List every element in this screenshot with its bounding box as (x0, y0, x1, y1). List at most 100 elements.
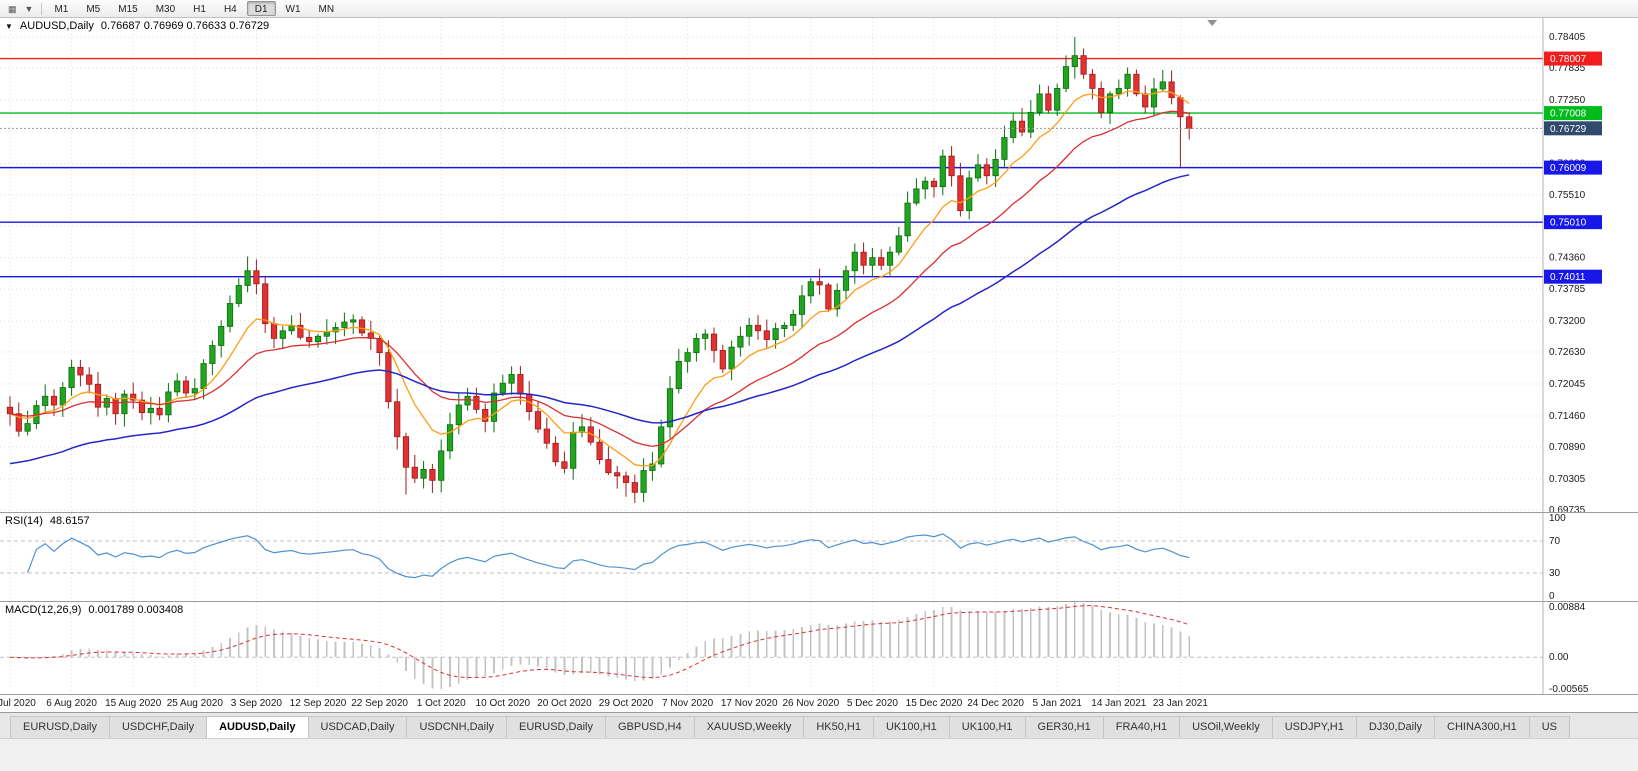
time-axis-label: 14 Jan 2021 (1091, 698, 1147, 709)
macd-signal-line (9, 605, 1190, 679)
tf-button-mn[interactable]: MN (318, 4, 335, 15)
time-axis-label: 12 Sep 2020 (289, 698, 347, 709)
chart-tab-usdjpy-h1[interactable]: USDJPY,H1 (1271, 716, 1357, 738)
chart-tab-us[interactable]: US (1528, 716, 1571, 738)
price-panel[interactable]: ▼ AUDUSD,Daily 0.76687 0.76969 0.76633 0… (0, 18, 1638, 512)
timeframe-dropdown-icon[interactable]: ▼ (24, 3, 34, 14)
svg-text:0.72630: 0.72630 (1549, 347, 1586, 358)
svg-text:0.69735: 0.69735 (1549, 505, 1586, 512)
time-axis-label: 5 Jan 2021 (1032, 698, 1082, 709)
status-strip (0, 738, 1638, 771)
horizontal-levels-layer[interactable] (0, 57, 1543, 278)
scroll-position-marker (1207, 20, 1218, 26)
time-axis-label: 1 Oct 2020 (416, 698, 466, 709)
chart-title: ▼ AUDUSD,Daily 0.76687 0.76969 0.76633 0… (5, 20, 269, 32)
candles-layer (6, 37, 1193, 503)
chart-tab-usdcnh-daily[interactable]: USDCNH,Daily (406, 716, 508, 738)
time-axis-label: 28 Jul 2020 (0, 698, 36, 709)
svg-text:0.76729: 0.76729 (1550, 124, 1587, 135)
chart-tab-gbpusd-h4[interactable]: GBPUSD,H4 (605, 716, 695, 738)
chart-tab-usdchf-daily[interactable]: USDCHF,Daily (108, 716, 208, 738)
svg-text:100: 100 (1549, 513, 1566, 524)
macd-histogram (17, 602, 1191, 690)
grid-layer (0, 18, 1543, 512)
time-axis-label: 7 Nov 2020 (662, 698, 714, 709)
timeframe-toolbar: ▦ ▼ M1 M5 M15 M30 H1 H4 D1 W1 MN (0, 0, 1638, 18)
time-axis-label: 23 Jan 2021 (1152, 698, 1208, 709)
svg-text:0.75010: 0.75010 (1550, 218, 1587, 229)
chart-ohlc-values: 0.76687 0.76969 0.76633 0.76729 (100, 20, 270, 32)
chart-tab-audusd-daily[interactable]: AUDUSD,Daily (206, 716, 309, 738)
rsi-canvas[interactable]: 100 70 30 0 (0, 513, 1638, 601)
tf-button-h1[interactable]: H1 (193, 4, 206, 15)
chart-area: ▼ AUDUSD,Daily 0.76687 0.76969 0.76633 0… (0, 18, 1638, 712)
price-badge: 0.78007 (1544, 51, 1602, 66)
rsi-title: RSI(14) 48.6157 (5, 515, 90, 527)
timeframe-buttons: M1 M5 M15 M30 H1 H4 D1 W1 MN (46, 1, 342, 16)
svg-text:0.73785: 0.73785 (1549, 284, 1586, 295)
chart-symbol-label: AUDUSD,Daily (19, 20, 94, 32)
rsi-value: 48.6157 (49, 515, 90, 527)
tf-button-h4[interactable]: H4 (223, 4, 237, 15)
rsi-panel[interactable]: RSI(14) 48.6157 100 70 30 0 (0, 512, 1638, 601)
macd-values: 0.001789 0.003408 (88, 604, 184, 616)
time-axis-label: 22 Sep 2020 (351, 698, 408, 709)
svg-text:70: 70 (1549, 536, 1561, 547)
price-badge: 0.76729 (1544, 121, 1602, 136)
time-axis-label: 6 Aug 2020 (46, 698, 97, 709)
chart-tab-usoil-weekly[interactable]: USOil,Weekly (1179, 716, 1273, 738)
svg-text:0.74011: 0.74011 (1550, 272, 1586, 283)
tf-button-w1[interactable]: W1 (285, 4, 301, 15)
svg-text:0.78007: 0.78007 (1550, 54, 1587, 65)
tf-button-d1[interactable]: D1 (246, 1, 276, 16)
chart-tab-china300-h1[interactable]: CHINA300,H1 (1434, 716, 1530, 738)
price-badge: 0.75010 (1544, 215, 1602, 230)
chart-tab-uk100-h1[interactable]: UK100,H1 (872, 716, 950, 738)
chart-tab-usdcad-daily[interactable]: USDCAD,Daily (307, 716, 408, 738)
svg-text:0.73200: 0.73200 (1549, 316, 1586, 327)
svg-text:-0.00565: -0.00565 (1549, 684, 1589, 694)
macd-panel[interactable]: MACD(12,26,9) 0.001789 0.003408 0.00884 0… (0, 601, 1638, 694)
chart-tab-eurusd-daily[interactable]: EURUSD,Daily (10, 716, 110, 738)
svg-text:30: 30 (1549, 568, 1561, 579)
chart-tab-eurusd-daily[interactable]: EURUSD,Daily (506, 716, 606, 738)
tf-button-m5[interactable]: M5 (86, 4, 101, 15)
svg-text:0.70305: 0.70305 (1549, 474, 1586, 485)
collapse-arrow-icon[interactable]: ▼ (5, 21, 13, 31)
tf-button-m1[interactable]: M1 (54, 4, 69, 15)
time-axis-label: 26 Nov 2020 (782, 698, 840, 709)
time-axis-label: 3 Sep 2020 (230, 698, 282, 709)
ma-slow-line (9, 174, 1190, 465)
time-axis-label: 29 Oct 2020 (598, 698, 654, 709)
svg-text:0.71460: 0.71460 (1549, 411, 1586, 422)
time-axis-label: 17 Nov 2020 (720, 698, 778, 709)
chart-tab-uk100-h1[interactable]: UK100,H1 (948, 716, 1026, 738)
price-badge: 0.74011 (1544, 269, 1602, 284)
chart-tab-hk50-h1[interactable]: HK50,H1 (803, 716, 874, 738)
svg-text:0.75510: 0.75510 (1549, 190, 1586, 201)
macd-canvas[interactable]: 0.00884 0.00 -0.00565 (0, 602, 1638, 694)
chart-tab-xauusd-weekly[interactable]: XAUUSD,Weekly (693, 716, 805, 738)
ma-mid-line (9, 110, 1190, 448)
tf-button-m30[interactable]: M30 (155, 4, 176, 15)
chart-tab-dj30-daily[interactable]: DJ30,Daily (1355, 716, 1436, 738)
price-badge: 0.76009 (1544, 160, 1602, 175)
svg-text:0.77250: 0.77250 (1549, 95, 1586, 106)
svg-text:0.00884: 0.00884 (1549, 602, 1586, 613)
svg-text:0.77008: 0.77008 (1550, 109, 1587, 120)
symbols-grid-icon[interactable]: ▦ (8, 3, 17, 14)
macd-label: MACD(12,26,9) (5, 604, 82, 616)
toolbar-separator (41, 2, 43, 15)
time-axis-label: 15 Aug 2020 (105, 698, 162, 709)
time-axis[interactable]: 28 Jul 2020 6 Aug 2020 15 Aug 2020 25 Aug 2… (0, 694, 1638, 712)
chart-tab-fra40-h1[interactable]: FRA40,H1 (1102, 716, 1181, 738)
ma-fast-line (9, 90, 1190, 467)
macd-title: MACD(12,26,9) 0.001789 0.003408 (5, 604, 183, 616)
time-axis-label: 5 Dec 2020 (846, 698, 898, 709)
price-chart-canvas[interactable]: 0.784050.778350.772500.766650.760800.755… (0, 18, 1638, 512)
chart-tab-ger30-h1[interactable]: GER30,H1 (1024, 716, 1104, 738)
svg-text:0.00: 0.00 (1549, 652, 1569, 663)
tf-button-m15[interactable]: M15 (118, 4, 138, 15)
svg-text:0: 0 (1549, 591, 1555, 601)
rsi-label: RSI(14) (5, 515, 43, 527)
